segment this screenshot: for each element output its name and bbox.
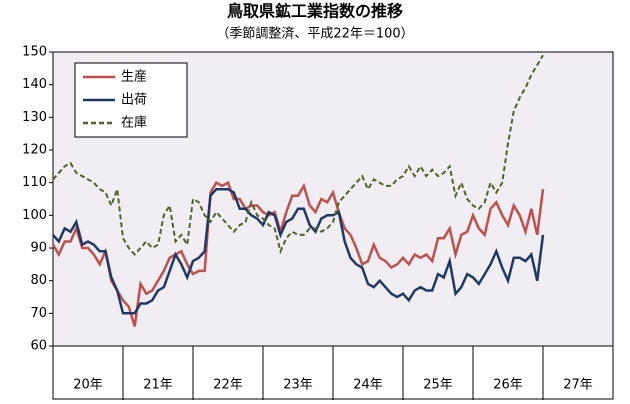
legend-label: 生産: [121, 69, 147, 85]
series-line: [51, 180, 545, 327]
series-line: [52, 187, 545, 315]
x-tick-label: 25年: [423, 378, 453, 393]
y-tick-label: 100: [22, 208, 47, 223]
y-tick-label: 140: [22, 77, 47, 92]
y-tick-label: 120: [22, 143, 47, 158]
legend-label: 出荷: [121, 93, 147, 108]
y-tick-label: 130: [22, 110, 47, 125]
x-tick-label: 22年: [213, 378, 243, 393]
y-tick-label: 80: [30, 273, 47, 288]
y-tick-label: 90: [30, 241, 47, 256]
legend-label: 在庫: [121, 116, 147, 131]
x-tick-label: 20年: [73, 378, 103, 393]
y-tick-label: 70: [30, 306, 47, 321]
x-tick-label: 21年: [143, 378, 173, 393]
chart-subtitle: （季節調整済、平成22年＝100）: [216, 26, 413, 42]
x-tick-label: 27年: [563, 378, 593, 393]
y-tick-label: 60: [30, 339, 47, 354]
y-tick-label: 110: [22, 175, 47, 190]
x-tick-label: 26年: [493, 378, 523, 393]
x-tick-label: 23年: [283, 378, 313, 393]
series-line: [52, 54, 544, 256]
y-tick-label: 150: [22, 45, 47, 60]
chart-title: 鳥取県鉱工業指数の推移: [227, 2, 403, 21]
x-tick-label: 24年: [353, 378, 383, 393]
